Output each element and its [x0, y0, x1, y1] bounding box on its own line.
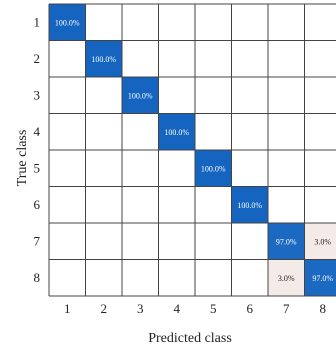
y-tick-label: 5: [34, 160, 41, 175]
y-tick-label: 7: [34, 233, 41, 248]
cell-value-label: 3.0%: [278, 274, 295, 283]
matrix-cell-5-5: [195, 150, 232, 187]
matrix-cell-7-8: [304, 223, 336, 260]
matrix-cell-4-4: [158, 113, 195, 150]
y-tick-label: 6: [34, 197, 41, 212]
y-tick-label: 3: [34, 87, 41, 102]
matrix-cell-1-1: [49, 4, 86, 41]
matrix-cell-6-6: [231, 186, 268, 223]
y-tick-label: 8: [34, 270, 41, 285]
matrix-cell-3-3: [122, 77, 159, 114]
x-tick-label: 1: [64, 301, 71, 316]
x-tick-label: 5: [210, 301, 217, 316]
y-tick-label: 4: [34, 124, 41, 139]
matrix-cell-7-7: [268, 223, 305, 260]
cell-value-label: 100.0%: [55, 18, 80, 27]
cell-value-label: 100.0%: [237, 201, 262, 210]
cell-value-label: 97.0%: [312, 274, 333, 283]
x-tick-label: 7: [283, 301, 290, 316]
y-tick-label: 1: [34, 14, 41, 29]
matrix-cell-2-2: [85, 40, 122, 77]
cell-value-label: 97.0%: [276, 237, 297, 246]
x-tick-label: 6: [247, 301, 254, 316]
cell-value-label: 100.0%: [91, 55, 116, 64]
y-axis-label: True class: [15, 130, 30, 187]
grid-layer: [48, 3, 336, 297]
x-tick-label: 3: [137, 301, 144, 316]
y-tick-label: 2: [34, 51, 41, 66]
cell-value-label: 100.0%: [128, 91, 153, 100]
matrix-cell-8-8: [304, 259, 336, 296]
x-axis-label: Predicted class: [148, 331, 232, 346]
cell-value-label: 100.0%: [201, 164, 226, 173]
ticks-layer: 1 2 3 4 5 6 7 8 1 2 3 4 5 6 7 8: [34, 14, 327, 316]
x-tick-label: 8: [320, 301, 327, 316]
x-tick-label: 4: [174, 301, 181, 316]
matrix-cell-8-7: [268, 259, 305, 296]
cell-value-label: 3.0%: [314, 237, 331, 246]
cell-value-label: 100.0%: [164, 128, 189, 137]
cell-labels-layer: 100.0% 100.0% 100.0% 100.0% 100.0% 100.0% 97.0…: [55, 18, 334, 283]
x-tick-label: 2: [101, 301, 108, 316]
